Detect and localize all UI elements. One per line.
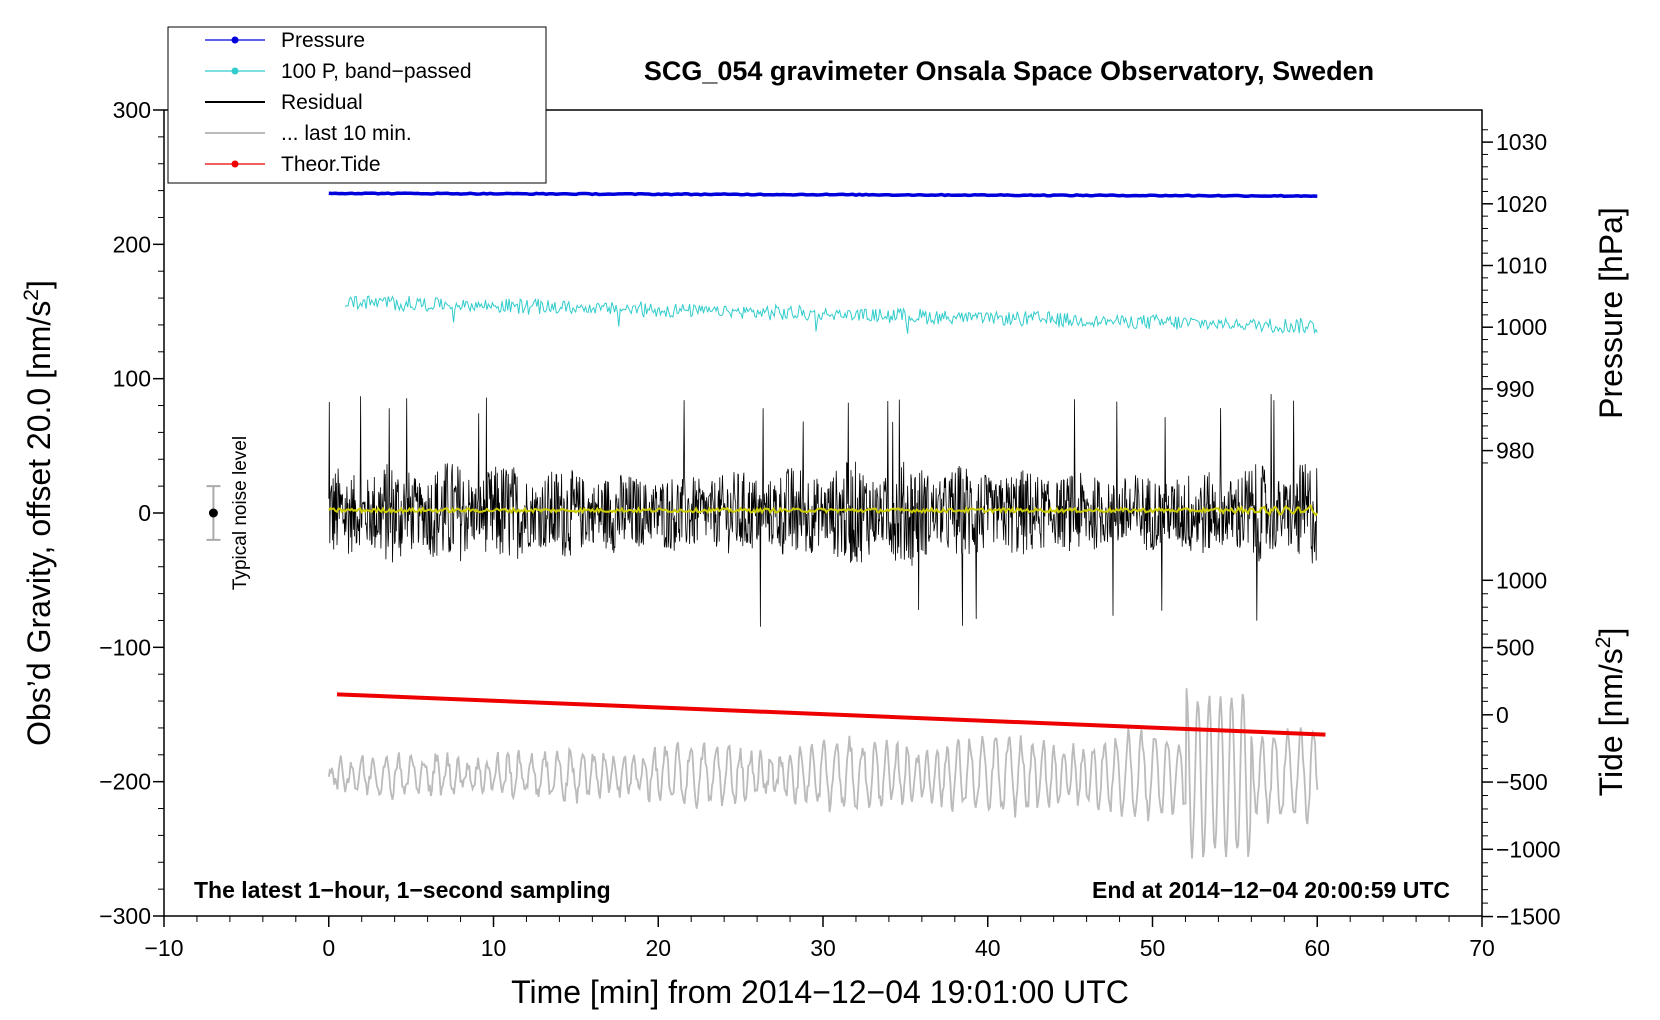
last-10-min-line	[327, 688, 1319, 859]
chart-title: SCG_054 gravimeter Onsala Space Observat…	[644, 56, 1374, 86]
x-tick-label: 60	[1304, 935, 1330, 961]
legend-label: 100 P, band−passed	[281, 60, 472, 83]
residual-smoothed-line	[328, 503, 1319, 517]
residual-series-line	[328, 394, 1318, 627]
y-axis-title-tide: Tide [nm/s2]	[1592, 628, 1629, 797]
tide-tick-label: 1000	[1496, 567, 1547, 593]
noise-level-label: Typical noise level	[230, 436, 251, 590]
tide-tick-label: 0	[1496, 702, 1509, 728]
y-tick-label: 300	[113, 97, 151, 123]
tide-tick-label: −500	[1496, 769, 1548, 795]
legend-box	[167, 26, 547, 184]
legend-swatch-marker	[231, 160, 239, 168]
pressure-tick-label: 1000	[1496, 314, 1547, 340]
x-tick-label: 20	[645, 935, 671, 961]
x-tick-label: 10	[481, 935, 507, 961]
band-passed-pressure-line	[344, 295, 1318, 335]
tide-tick-label: 500	[1496, 635, 1534, 661]
series-layer	[327, 191, 1326, 859]
y-tick-label: 0	[138, 500, 151, 526]
pressure-tick-label: 1020	[1496, 191, 1547, 217]
legend-label: Residual	[281, 91, 363, 114]
tide-tick-label: −1500	[1496, 904, 1561, 930]
x-tick-label: 0	[322, 935, 335, 961]
legend-swatch-marker	[231, 67, 239, 75]
pressure-tick-label: 990	[1496, 376, 1534, 402]
legend-label: Theor.Tide	[281, 153, 381, 176]
x-tick-label: 70	[1469, 935, 1495, 961]
annotation-right: End at 2014−12−04 20:00:59 UTC	[1092, 877, 1450, 903]
x-tick-label: −10	[144, 935, 183, 961]
x-tick-label: 30	[810, 935, 836, 961]
legend-label: ... last 10 min.	[281, 122, 412, 145]
noise-bar	[206, 485, 221, 541]
pressure-tick-label: 980	[1496, 438, 1534, 464]
y-tick-label: −300	[99, 903, 151, 929]
pressure-tick-label: 1030	[1496, 129, 1547, 155]
x-tick-label: 50	[1140, 935, 1166, 961]
y-tick-label: −200	[99, 769, 151, 795]
y-tick-label: 100	[113, 366, 151, 392]
y-axis-title-pressure: Pressure [hPa]	[1593, 207, 1629, 419]
axes: −10 0 10 20 30 40 50 60 70−300−200−1000100200300…	[99, 97, 1560, 961]
pressure-tick-label: 1010	[1496, 253, 1547, 279]
theor-tide-line	[336, 692, 1326, 737]
y-axis-title-left: Obs’d Gravity, offset 20.0 [nm/s2]	[20, 280, 57, 746]
legend-label: Pressure	[281, 29, 365, 52]
legend-swatch-marker	[231, 36, 239, 44]
pressure-series-line	[328, 191, 1318, 199]
y-tick-label: −100	[99, 634, 151, 660]
x-tick-label: 40	[975, 935, 1001, 961]
tide-tick-label: −1000	[1496, 836, 1561, 862]
annotation-left: The latest 1−hour, 1−second sampling	[194, 877, 611, 903]
legend: Pressure 100 P, band−passed Residual ... la…	[167, 26, 547, 184]
noise-bar-dot	[208, 508, 218, 518]
y-tick-label: 200	[113, 231, 151, 257]
x-axis-title: Time [min] from 2014−12−04 19:01:00 UTC	[511, 974, 1129, 1010]
